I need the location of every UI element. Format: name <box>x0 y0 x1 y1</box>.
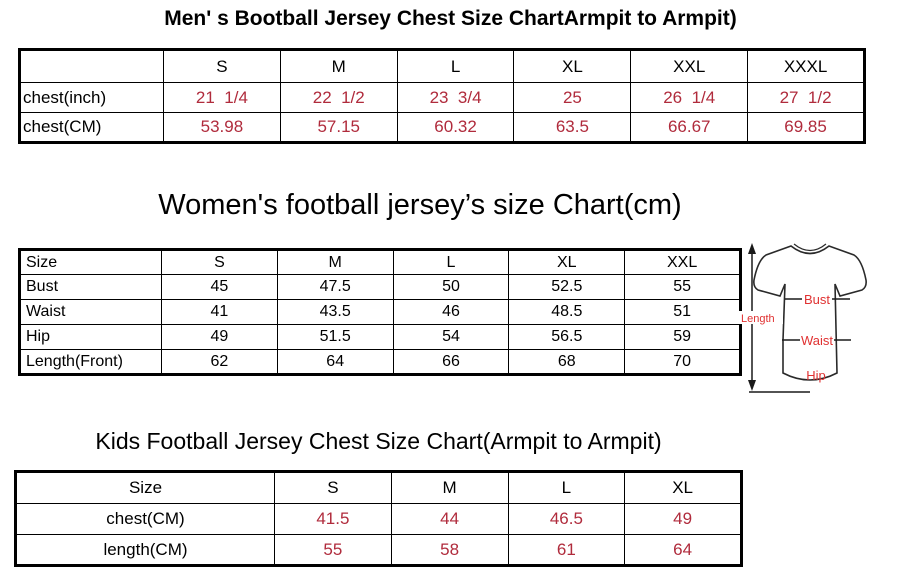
value-cell: 47.5 <box>276 274 394 300</box>
size-header-cell: XL <box>624 471 742 504</box>
hip-label: Hip <box>806 368 826 383</box>
value-cell: 46.5 <box>507 503 626 535</box>
row-label-cell: chest(CM) <box>15 503 275 535</box>
header-row: Size S M L XL XXL <box>19 249 741 275</box>
row-label-cell: Length(Front) <box>19 349 162 375</box>
value-cell: 48.5 <box>508 299 626 325</box>
value-cell: 25 <box>513 82 632 113</box>
value-cell: 58 <box>390 534 509 566</box>
size-header-cell: XXL <box>624 249 741 275</box>
table-row: Bust 45 47.5 50 52.5 55 <box>19 274 741 300</box>
table-row: length(CM) 55 58 61 64 <box>15 534 742 566</box>
size-header-cell: XXL <box>630 49 749 83</box>
size-header-cell: XXXL <box>747 49 865 83</box>
table-row: Hip 49 51.5 54 56.5 59 <box>19 324 741 350</box>
size-header-cell: L <box>507 471 626 504</box>
value-cell: 60.32 <box>396 112 515 143</box>
women-size-table: Size S M L XL XXL Bust 45 47.5 50 52.5 55 Waist 41 43.… <box>18 248 742 376</box>
row-label-cell: chest(inch) <box>19 82 164 113</box>
table-row: Length(Front) 62 64 66 68 70 <box>19 349 741 375</box>
value-cell: 55 <box>274 534 392 566</box>
size-header-cell: S <box>161 249 278 275</box>
header-row: S M L XL XXL XXXL <box>19 49 865 83</box>
row-label-cell: Bust <box>19 274 162 300</box>
row-label-cell: Waist <box>19 299 162 325</box>
header-row: Size S M L XL <box>15 471 742 504</box>
length-label: Length <box>741 313 775 325</box>
size-header-cell: S <box>274 471 392 504</box>
shirt-outline <box>753 245 867 381</box>
men-size-table: S M L XL XXL XXXL chest(inch) 21 1/4 22 1/2 23 3/… <box>18 48 866 144</box>
tshirt-measurement-diagram: Length Bust Waist Hip <box>739 243 867 393</box>
value-cell: 44 <box>390 503 509 535</box>
value-cell: 26 1/4 <box>630 82 749 113</box>
table-row: Waist 41 43.5 46 48.5 51 <box>19 299 741 325</box>
size-header-cell: L <box>396 49 515 83</box>
value-cell: 68 <box>508 349 626 375</box>
bust-label: Bust <box>804 292 830 307</box>
value-cell: 41.5 <box>274 503 392 535</box>
value-cell: 23 3/4 <box>396 82 515 113</box>
value-cell: 27 1/2 <box>747 82 865 113</box>
value-cell: 45 <box>161 274 278 300</box>
size-header-cell: M <box>279 49 398 83</box>
value-cell: 46 <box>392 299 510 325</box>
value-cell: 49 <box>161 324 278 350</box>
value-cell: 49 <box>624 503 742 535</box>
value-cell: 57.15 <box>279 112 398 143</box>
size-header-cell: XL <box>513 49 632 83</box>
value-cell: 63.5 <box>513 112 632 143</box>
value-cell: 55 <box>624 274 741 300</box>
kids-size-table: Size S M L XL chest(CM) 41.5 44 46.5 49 length(CM)… <box>14 470 743 567</box>
size-header-cell: M <box>276 249 394 275</box>
length-label-backing <box>739 311 783 324</box>
value-cell: 61 <box>507 534 626 566</box>
table-row: chest(inch) 21 1/4 22 1/2 23 3/4 25 26 1/4 27 … <box>19 82 865 113</box>
corner-header-cell: Size <box>19 249 162 275</box>
value-cell: 54 <box>392 324 510 350</box>
corner-header-cell: Size <box>15 471 275 504</box>
row-label-cell: length(CM) <box>15 534 275 566</box>
value-cell: 52.5 <box>508 274 626 300</box>
value-cell: 62 <box>161 349 278 375</box>
waist-label: Waist <box>801 333 833 348</box>
value-cell: 51.5 <box>276 324 394 350</box>
men-chart-title: Men' s Bootball Jersey Chest Size ChartA… <box>164 7 737 30</box>
value-cell: 64 <box>624 534 742 566</box>
value-cell: 59 <box>624 324 741 350</box>
size-header-cell: XL <box>508 249 626 275</box>
value-cell: 66 <box>392 349 510 375</box>
value-cell: 51 <box>624 299 741 325</box>
value-cell: 69.85 <box>747 112 865 143</box>
value-cell: 22 1/2 <box>279 82 398 113</box>
corner-header-cell <box>19 49 164 83</box>
size-header-cell: S <box>163 49 281 83</box>
value-cell: 21 1/4 <box>163 82 281 113</box>
table-row: chest(CM) 41.5 44 46.5 49 <box>15 503 742 535</box>
row-label-cell: Hip <box>19 324 162 350</box>
table-row: chest(CM) 53.98 57.15 60.32 63.5 66.67 69.85 <box>19 112 865 143</box>
women-chart-title: Women's football jersey’s size Chart(cm) <box>158 189 682 221</box>
value-cell: 66.67 <box>630 112 749 143</box>
size-header-cell: M <box>390 471 509 504</box>
value-cell: 56.5 <box>508 324 626 350</box>
row-label-cell: chest(CM) <box>19 112 164 143</box>
value-cell: 41 <box>161 299 278 325</box>
kids-chart-title: Kids Football Jersey Chest Size Chart(Ar… <box>95 428 662 454</box>
value-cell: 53.98 <box>163 112 281 143</box>
size-header-cell: L <box>392 249 510 275</box>
value-cell: 70 <box>624 349 741 375</box>
value-cell: 43.5 <box>276 299 394 325</box>
value-cell: 64 <box>276 349 394 375</box>
collar-inner-line <box>793 243 827 252</box>
value-cell: 50 <box>392 274 510 300</box>
